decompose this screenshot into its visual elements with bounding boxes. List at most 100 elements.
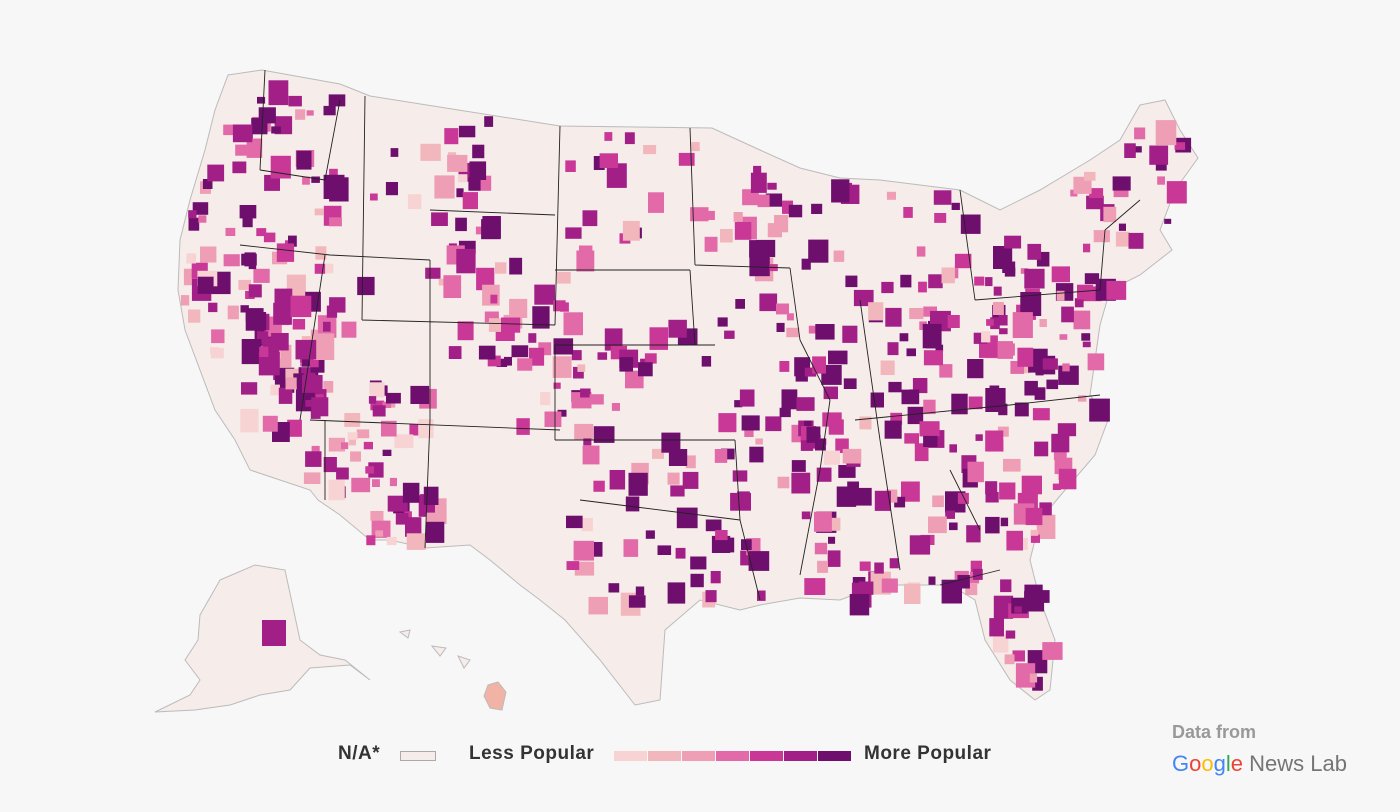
county-cell (402, 482, 420, 503)
county-cell (1034, 441, 1049, 457)
county-cell (859, 561, 871, 571)
county-cell (350, 451, 361, 462)
county-cell (644, 353, 657, 364)
county-cell (1052, 483, 1061, 490)
county-cell (965, 583, 978, 596)
county-cell (985, 491, 999, 503)
county-cell (989, 385, 1000, 395)
county-cell (748, 551, 770, 571)
county-cell (469, 161, 487, 180)
county-cell (990, 317, 1000, 330)
county-cell (949, 444, 957, 453)
county-cell (690, 573, 704, 588)
county-cell (903, 207, 913, 218)
county-cell (941, 267, 955, 284)
county-cell (1103, 206, 1117, 223)
county-cell (240, 305, 249, 313)
county-cell (643, 145, 657, 155)
county-cell (749, 251, 770, 277)
county-cell (580, 388, 591, 398)
county-cell (329, 217, 342, 227)
hawaii-shape (483, 681, 507, 711)
county-cell (704, 236, 718, 252)
county-cell (1084, 171, 1096, 181)
county-cell (808, 248, 828, 263)
county-cell (407, 194, 422, 209)
county-cell (1020, 292, 1042, 316)
county-cell (744, 429, 754, 437)
google-letter-5: l (1225, 751, 1231, 776)
county-cell (721, 448, 735, 460)
county-cell (314, 208, 324, 216)
county-cell (652, 448, 664, 459)
county-cell (907, 406, 924, 425)
county-cell (574, 561, 595, 576)
county-cell (188, 210, 197, 219)
county-cell (690, 556, 707, 570)
county-cell (366, 535, 376, 546)
county-cell (583, 438, 592, 446)
county-cell (881, 578, 898, 593)
county-cell (328, 94, 346, 107)
county-cell (992, 633, 1009, 653)
county-cell (487, 355, 501, 367)
county-cell (394, 434, 414, 449)
county-cell (808, 325, 817, 334)
county-cell (1004, 235, 1022, 249)
county-cell (431, 212, 448, 226)
county-cell (1035, 369, 1044, 376)
county-cell (904, 433, 919, 444)
county-cell (973, 332, 988, 344)
county-cell (295, 339, 317, 360)
county-cell (235, 144, 248, 156)
county-cell (838, 465, 856, 478)
county-cell (1004, 654, 1015, 665)
county-cell (1166, 181, 1187, 204)
county-cell (691, 142, 700, 152)
county-cell (207, 164, 225, 182)
county-cell (928, 274, 943, 289)
county-cell (263, 232, 276, 243)
county-cell (496, 358, 508, 367)
county-cell (845, 275, 858, 288)
county-cell (1089, 188, 1104, 199)
county-cell (573, 366, 584, 379)
county-cell (734, 400, 743, 408)
county-cell (916, 246, 926, 257)
county-cell (495, 262, 507, 274)
county-cell (534, 284, 555, 305)
county-cell (1115, 231, 1130, 247)
county-cell (628, 472, 648, 496)
county-cell (741, 415, 760, 431)
county-cell (788, 204, 803, 218)
county-cell (593, 426, 615, 443)
county-cell (188, 309, 201, 323)
county-cell (256, 228, 267, 237)
county-cell (240, 408, 259, 433)
county-cell (292, 319, 306, 330)
google-letter-6: e (1230, 751, 1244, 776)
county-cell (268, 80, 289, 106)
county-cell (274, 288, 293, 308)
county-cell (901, 389, 920, 405)
county-cell (986, 319, 994, 326)
county-cell (843, 378, 857, 389)
county-cell (276, 243, 295, 262)
county-cell (1149, 145, 1169, 165)
popularity-color-scale (614, 751, 852, 761)
county-cell (847, 481, 859, 493)
county-cell (623, 539, 639, 557)
county-cell (967, 359, 984, 379)
county-cell (705, 519, 722, 532)
county-cell (597, 352, 608, 360)
google-news-lab-logo: Google News Lab (1172, 751, 1347, 777)
county-cell (517, 358, 533, 371)
county-cell (779, 361, 790, 372)
county-cell (999, 328, 1008, 335)
county-cell (1062, 363, 1070, 372)
county-cell (211, 329, 225, 344)
county-cell (566, 515, 583, 529)
county-cell (223, 254, 240, 267)
county-cell (310, 357, 319, 368)
county-cell (774, 215, 789, 233)
